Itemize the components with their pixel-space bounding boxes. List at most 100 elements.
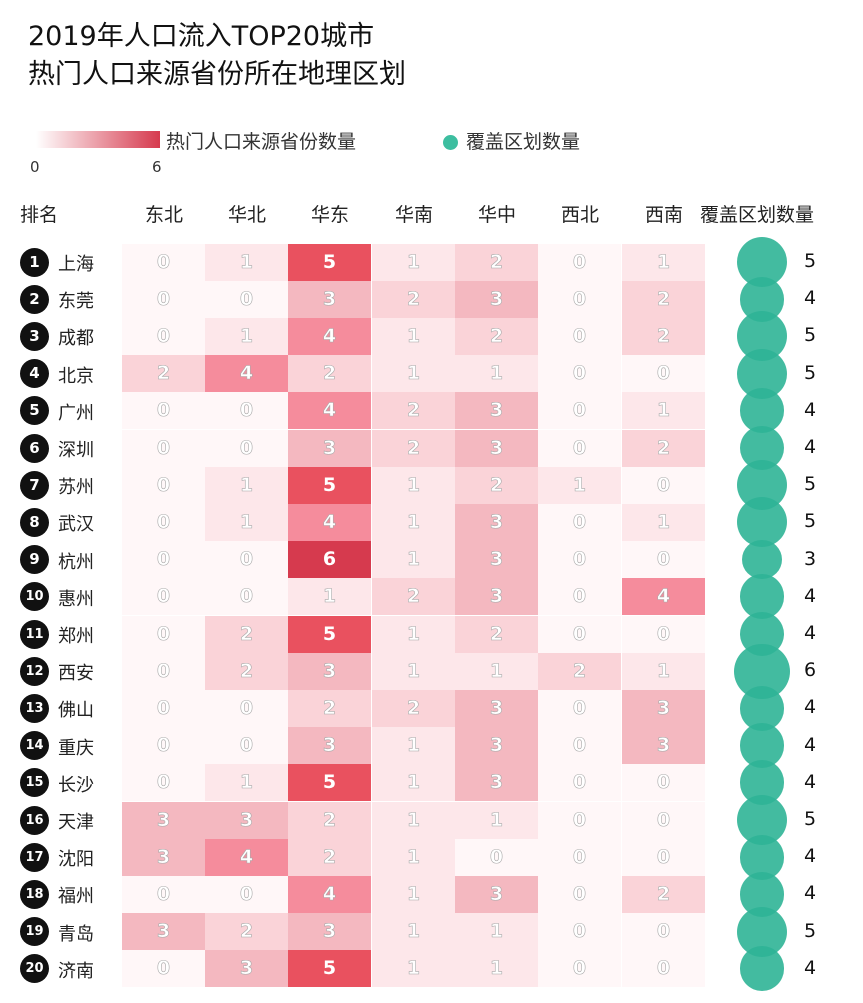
heatmap-cell: 0 — [122, 652, 205, 690]
heat-legend-gradient — [36, 131, 160, 148]
heatmap-cell: 3 — [288, 280, 371, 318]
heatmap-cell: 3 — [455, 541, 538, 579]
rank-badge: 15 — [20, 768, 49, 798]
city-label: 东莞 — [58, 291, 94, 313]
heatmap-cell: 2 — [622, 280, 705, 318]
heatmap-cell: 1 — [288, 578, 371, 616]
heatmap-cell: 0 — [538, 243, 621, 281]
heatmap-cell: 3 — [288, 727, 371, 765]
rank-badge: 6 — [20, 433, 49, 463]
coverage-count: 4 — [804, 696, 817, 719]
coverage-count: 5 — [804, 808, 817, 830]
coverage-count: 3 — [804, 547, 817, 570]
column-header: 华中 — [477, 204, 516, 226]
coverage-count: 5 — [804, 361, 817, 384]
heat-legend-max: 6 — [152, 158, 162, 176]
coverage-count: 5 — [804, 324, 817, 347]
city-label: 苏州 — [58, 477, 94, 499]
heatmap-cell: 1 — [455, 652, 538, 690]
rank-badge: 3 — [20, 321, 49, 351]
heatmap-cell: 1 — [538, 466, 621, 504]
heatmap-cell: 5 — [288, 243, 371, 281]
heatmap-cell: 0 — [538, 503, 621, 541]
column-header: 华北 — [227, 204, 266, 226]
city-label: 深圳 — [58, 440, 94, 461]
heatmap-cell: 1 — [372, 541, 455, 579]
heatmap-cell: 5 — [288, 466, 371, 504]
city-label: 西安 — [58, 663, 94, 685]
heatmap-cell: 0 — [122, 429, 205, 467]
rank-badge: 14 — [20, 731, 49, 761]
heatmap-cell: 0 — [538, 429, 621, 467]
heatmap-cell: 2 — [455, 317, 538, 355]
city-label: 长沙 — [58, 774, 94, 796]
heatmap-cell: 1 — [205, 466, 288, 504]
coverage-count: 4 — [804, 436, 817, 458]
coverage-count: 5 — [804, 919, 817, 942]
heatmap-cell: 0 — [122, 243, 205, 281]
chart-title-line-2: 热门人口来源省份所在地理区划 — [28, 59, 406, 90]
heatmap-cell: 2 — [372, 578, 455, 616]
heatmap-cell: 0 — [538, 838, 621, 876]
heatmap-cell: 0 — [538, 615, 621, 653]
coverage-header: 覆盖区划数量 — [700, 204, 815, 226]
heatmap-cell: 0 — [538, 541, 621, 579]
circle-legend-icon — [443, 135, 458, 150]
heatmap-cell: 0 — [122, 727, 205, 765]
heatmap-cell: 4 — [288, 392, 371, 430]
heatmap-cell: 0 — [538, 392, 621, 430]
heatmap-cell: 1 — [372, 838, 455, 876]
heatmap-cell: 1 — [372, 950, 455, 988]
heatmap-cell: 1 — [372, 243, 455, 281]
heat-legend-label: 热门人口来源省份数量 — [166, 131, 357, 153]
heatmap-cell: 2 — [622, 875, 705, 913]
heatmap-cell: 5 — [288, 950, 371, 988]
coverage-count: 5 — [804, 473, 817, 496]
coverage-count: 5 — [804, 250, 817, 272]
city-label: 郑州 — [58, 626, 94, 647]
heatmap-cell: 4 — [288, 503, 371, 541]
heatmap-cell: 0 — [622, 615, 705, 653]
heatmap-cell: 1 — [455, 355, 538, 393]
coverage-count: 4 — [804, 584, 817, 607]
city-label: 天津 — [58, 812, 94, 833]
heatmap-cell: 1 — [372, 466, 455, 504]
rank-badge: 4 — [20, 359, 49, 389]
heatmap-cell: 0 — [538, 950, 621, 988]
city-label: 济南 — [58, 960, 94, 982]
heatmap-cell: 1 — [622, 392, 705, 430]
heatmap-cell: 2 — [372, 429, 455, 467]
heatmap-cell: 0 — [122, 280, 205, 318]
rank-badge: 20 — [20, 954, 49, 984]
heatmap-cell: 3 — [455, 875, 538, 913]
heatmap-cell: 0 — [622, 801, 705, 839]
heatmap-cell: 3 — [205, 950, 288, 988]
heatmap-cell: 1 — [372, 764, 455, 802]
heatmap-cell: 0 — [538, 801, 621, 839]
chart-title-line-1: 2019年人口流入TOP20城市 — [28, 21, 375, 52]
heatmap-cell: 1 — [205, 243, 288, 281]
heatmap-cell: 0 — [205, 280, 288, 318]
city-label: 武汉 — [58, 514, 94, 536]
heatmap-cell: 3 — [288, 429, 371, 467]
heatmap-cell: 4 — [622, 578, 705, 616]
heatmap-cell: 3 — [455, 578, 538, 616]
heatmap-cell: 0 — [122, 466, 205, 504]
rank-badge: 5 — [20, 396, 49, 426]
heatmap-cell: 2 — [288, 689, 371, 727]
heatmap-cell: 3 — [122, 913, 205, 951]
heatmap-cell: 1 — [372, 801, 455, 839]
coverage-count: 4 — [804, 733, 817, 756]
heatmap-cell: 1 — [455, 913, 538, 951]
heatmap-cell: 0 — [122, 689, 205, 727]
coverage-count: 4 — [804, 882, 817, 905]
heatmap-cell: 0 — [538, 875, 621, 913]
heatmap-cell: 0 — [122, 392, 205, 430]
heatmap-cell: 1 — [372, 503, 455, 541]
coverage-count: 4 — [804, 770, 817, 793]
heatmap-cell: 3 — [455, 280, 538, 318]
city-label: 青岛 — [58, 923, 94, 945]
heatmap-cell: 0 — [122, 503, 205, 541]
city-label: 北京 — [58, 365, 94, 387]
heatmap-cell: 1 — [455, 950, 538, 988]
